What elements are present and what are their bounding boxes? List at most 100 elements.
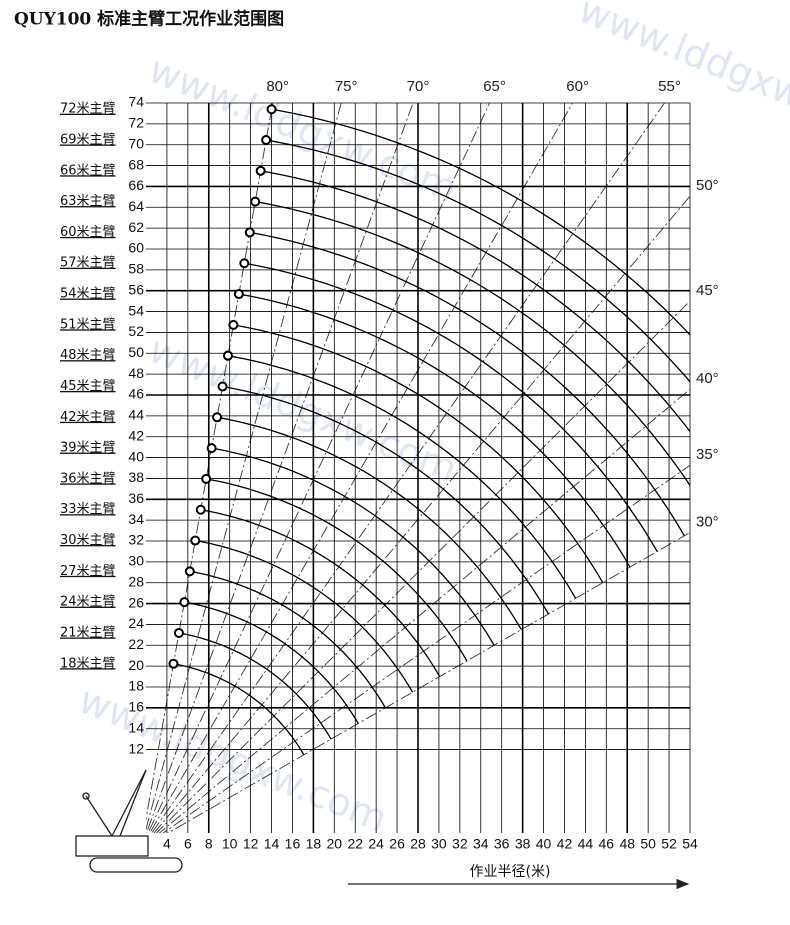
boom-label: 45米主臂 (60, 379, 116, 394)
boom-label: 51米主臂 (60, 317, 116, 332)
y-tick-label: 32 (128, 532, 144, 548)
angle-label: 40° (696, 370, 719, 387)
boom-label: 27米主臂 (60, 564, 116, 579)
boom-arc (227, 355, 577, 599)
angle-label: 50° (696, 177, 719, 194)
y-tick-label: 40 (128, 448, 144, 464)
y-tick-label: 48 (128, 365, 144, 381)
boom-arc (216, 416, 522, 630)
x-tick-label: 38 (515, 836, 531, 852)
x-tick-label: 54 (682, 836, 698, 852)
boom-label: 36米主臂 (60, 471, 116, 486)
boom-arc (173, 663, 305, 756)
plot-area (146, 103, 690, 833)
x-tick-label: 44 (578, 836, 594, 852)
boom-tip (184, 566, 195, 577)
angle-line (151, 103, 666, 833)
y-tick-label: 30 (128, 553, 144, 569)
boom-label: 63米主臂 (60, 194, 116, 209)
y-tick-label: 22 (128, 636, 144, 652)
x-tick-label: 14 (264, 836, 280, 852)
angle-label: 65° (483, 78, 506, 95)
x-tick-label: 42 (557, 836, 573, 852)
x-tick-label: 4 (163, 836, 171, 852)
y-tick-label: 26 (128, 594, 144, 610)
x-tick-label: 34 (473, 836, 489, 852)
x-tick-label: 48 (619, 836, 635, 852)
boom-label: 60米主臂 (60, 225, 116, 240)
y-tick-label: 56 (128, 281, 144, 297)
angle-label: 80° (266, 78, 289, 95)
angle-label: 55° (658, 78, 681, 95)
y-tick-label: 68 (128, 156, 144, 172)
boom-arc (233, 324, 604, 584)
boom-tip (250, 196, 261, 207)
boom-label: 33米主臂 (60, 502, 116, 517)
x-tick-label: 28 (410, 836, 426, 852)
boom-label: 54米主臂 (60, 287, 116, 302)
boom-label: 21米主臂 (60, 625, 116, 640)
y-tick-label: 28 (128, 573, 144, 589)
y-tick-label: 60 (128, 240, 144, 256)
y-tick-label: 64 (128, 198, 144, 214)
boom-arc (260, 170, 690, 433)
angle-line (158, 388, 690, 833)
angle-line (149, 103, 574, 833)
boom-tip (195, 504, 206, 515)
x-tick-label: 46 (599, 836, 615, 852)
y-tick-label: 42 (128, 427, 144, 443)
y-tick-label: 34 (128, 511, 144, 527)
boom-arc (249, 231, 685, 537)
boom-tip (228, 319, 239, 330)
y-tick-label: 74 (128, 94, 144, 110)
boom-tip (239, 258, 250, 269)
chart-title: QUY100 标准主臂工况作业范围图 (14, 9, 284, 30)
boom-label: 57米主臂 (60, 256, 116, 271)
angle-label: 70° (407, 78, 430, 95)
y-tick-label: 14 (128, 719, 144, 735)
x-tick-label: 18 (306, 836, 322, 852)
angle-label: 35° (696, 446, 719, 463)
x-tick-label: 10 (222, 836, 238, 852)
boom-arc (184, 601, 359, 724)
boom-tip (255, 165, 266, 176)
boom-tip (244, 227, 255, 238)
boom-arc (200, 509, 441, 677)
y-tick-label: 38 (128, 469, 144, 485)
y-tick-label: 66 (128, 177, 144, 193)
x-tick-label: 30 (431, 836, 447, 852)
x-tick-label: 24 (368, 836, 384, 852)
boom-tip (201, 473, 212, 484)
boom-label: 72米主臂 (60, 102, 116, 117)
y-tick-label: 20 (128, 657, 144, 673)
boom-tip (168, 658, 179, 669)
x-tick-label: 26 (389, 836, 405, 852)
x-tick-label: 36 (494, 836, 510, 852)
boom-arc (195, 539, 414, 693)
y-tick-label: 50 (128, 344, 144, 360)
watermark: www.lddgxw.com (573, 0, 790, 151)
x-tick-label: 8 (205, 836, 213, 852)
watermark: www.lddgxw.com (143, 327, 464, 491)
x-tick-label: 16 (285, 836, 301, 852)
boom-tip (222, 350, 233, 361)
boom-tip (261, 135, 272, 146)
y-tick-label: 16 (128, 699, 144, 715)
boom-label: 48米主臂 (60, 348, 116, 363)
boom-label: 69米主臂 (60, 133, 116, 148)
angle-line (153, 195, 690, 833)
boom-tip (173, 627, 184, 638)
boom-tip (233, 289, 244, 300)
angle-label: 30° (696, 514, 719, 531)
boom-tip (179, 597, 190, 608)
boom-label: 66米主臂 (60, 163, 116, 178)
boom-arc (271, 108, 690, 336)
x-tick-label: 12 (243, 836, 259, 852)
y-tick-label: 36 (128, 490, 144, 506)
y-tick-label: 24 (128, 615, 144, 631)
boom-label: 42米主臂 (60, 410, 116, 425)
crane-icon (75, 769, 183, 873)
boom-tip (266, 104, 277, 115)
x-tick-label: 22 (347, 836, 363, 852)
